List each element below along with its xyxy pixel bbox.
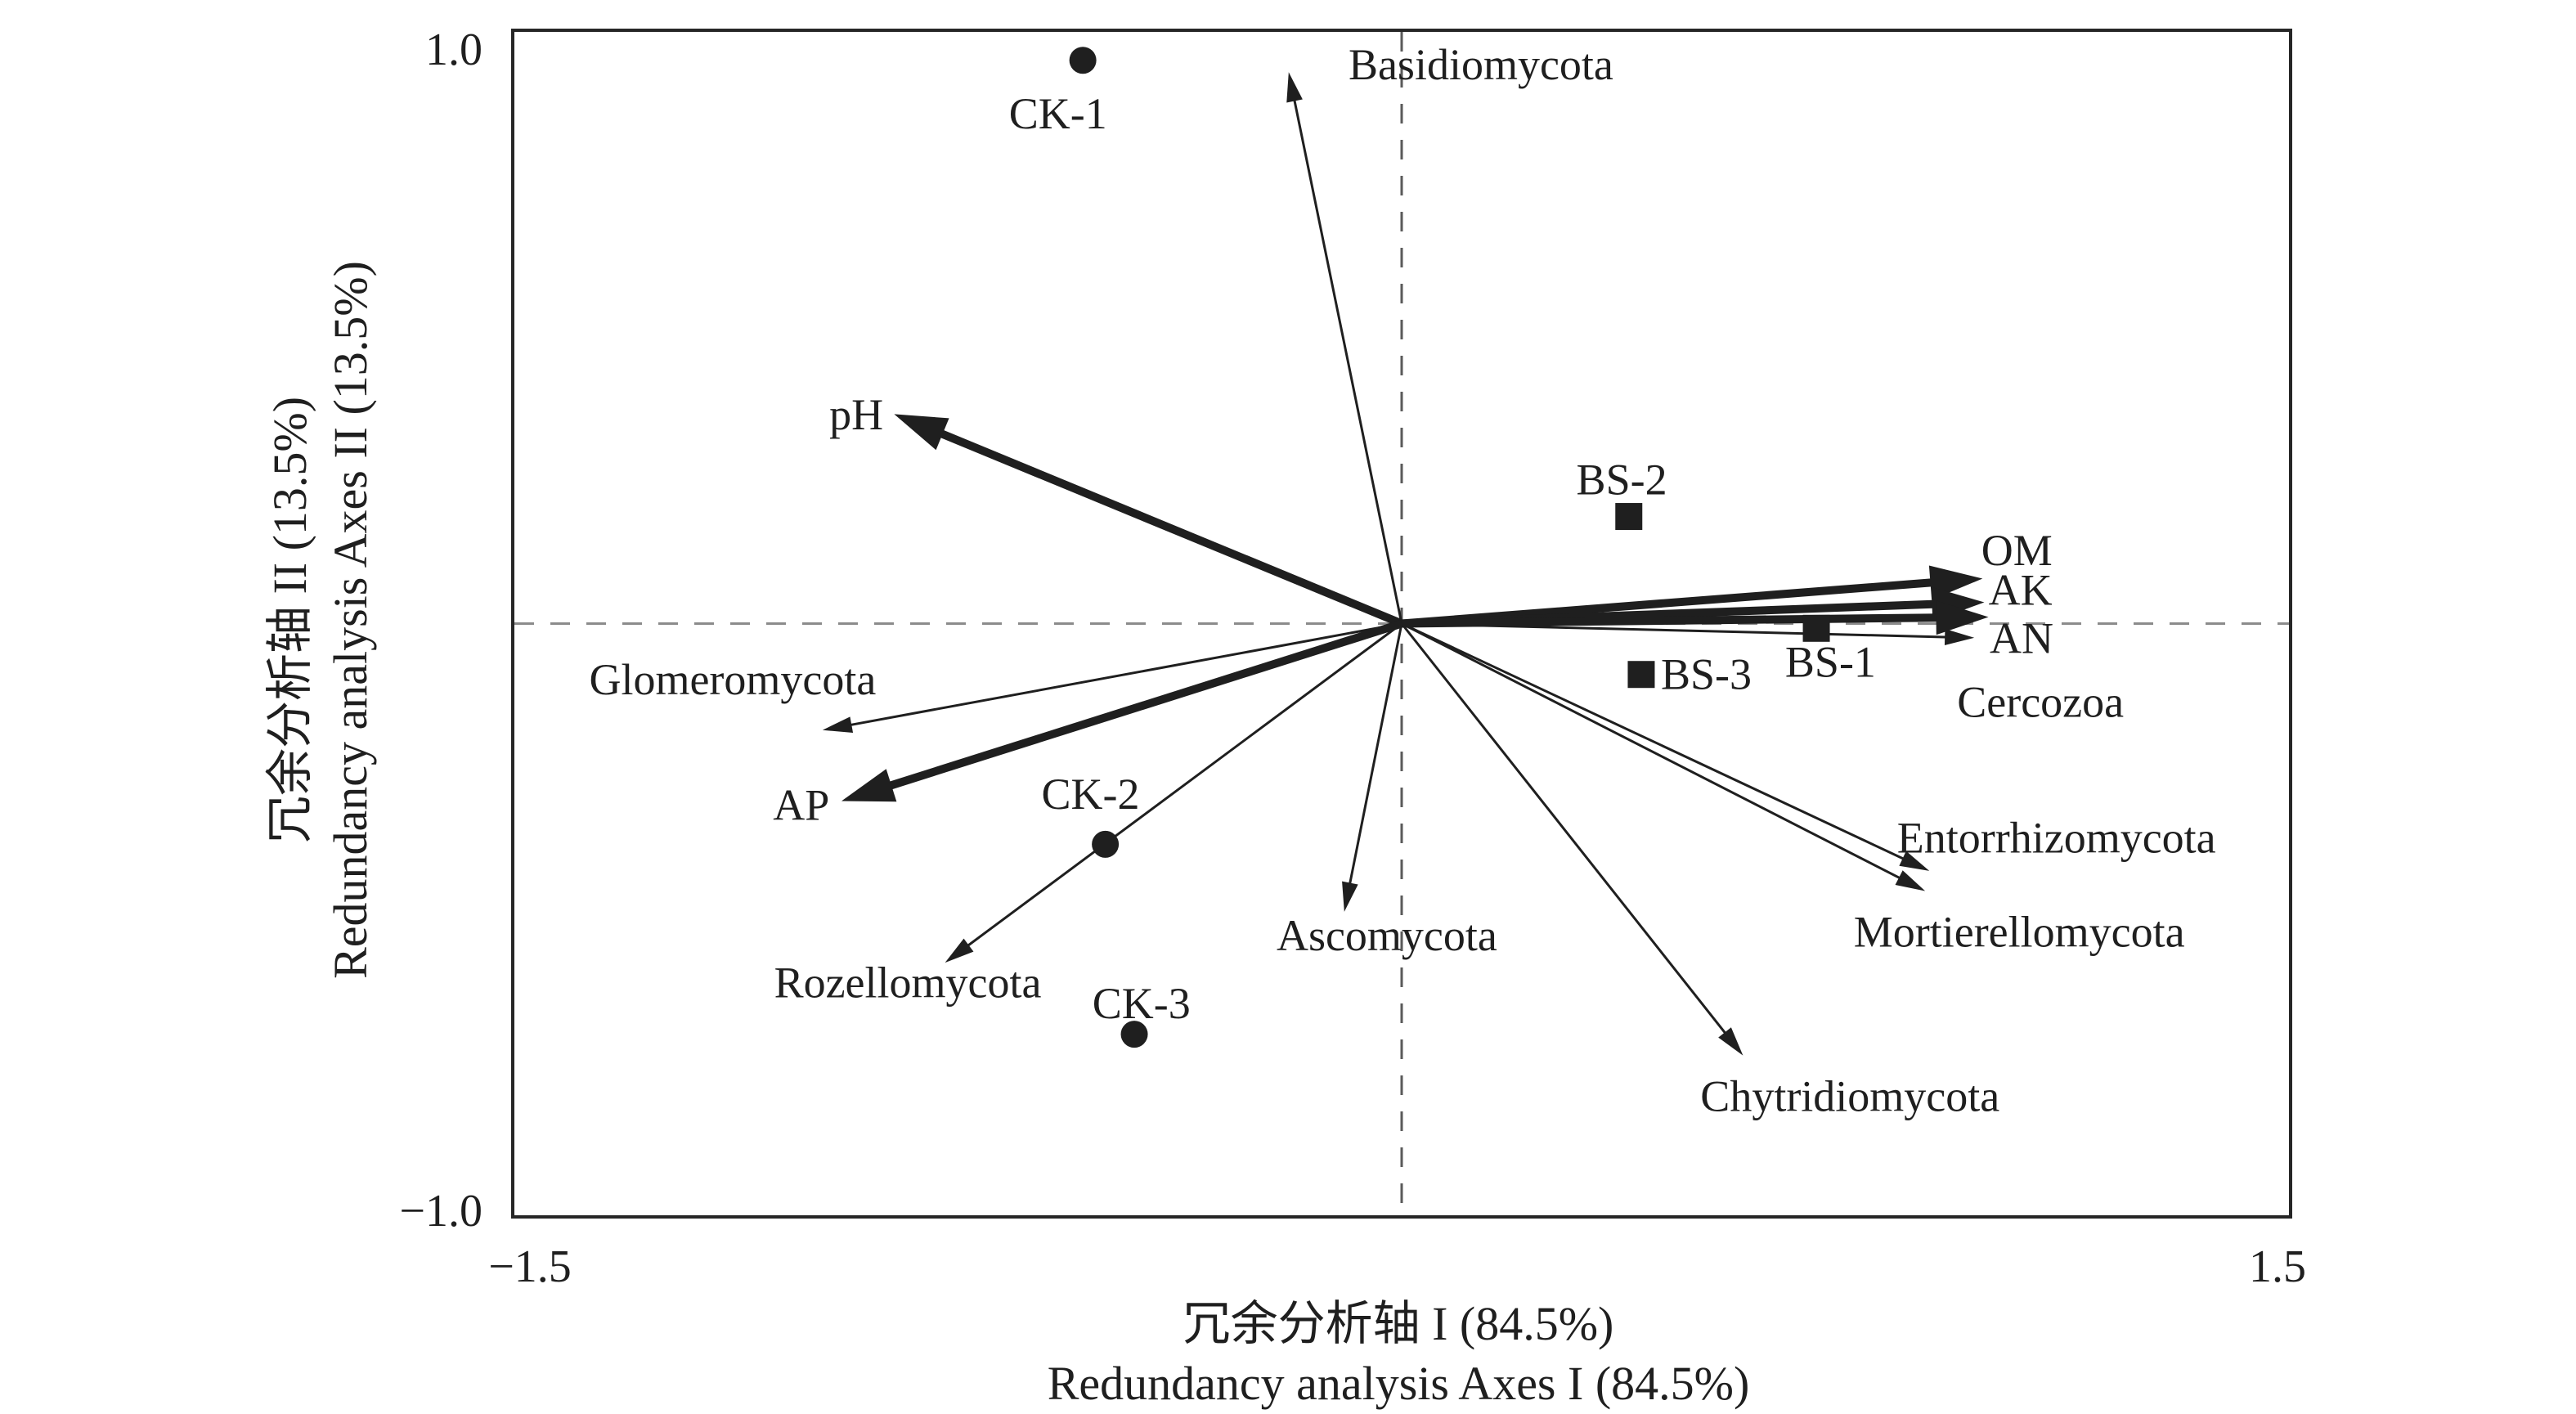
sample-point-ck-3 [1120,1021,1148,1048]
species-arrow-label-basidiomycota: Basidiomycota [1349,40,1613,89]
env-arrow-label-ak: AK [1989,565,2053,614]
species-arrowhead-entorrhizomycota [1899,851,1930,871]
y-axis-title-en: Redundancy analysis Axes II (13.5%) [324,261,377,979]
species-arrowhead-chytridiomycota [1718,1027,1744,1056]
species-arrow-label-rozellomycota: Rozellomycota [774,958,1042,1008]
env-arrow-ph [937,429,1403,628]
species-arrowhead-ascomycota [1342,881,1358,912]
species-arrowhead-basidiomycota [1286,72,1303,103]
sample-label-ck-1: CK-1 [1009,89,1107,138]
plot-area: Basidiomycota Glomeromycota Rozellomycota A… [511,29,2292,1219]
sample-label-bs-2: BS-2 [1577,456,1667,505]
species-arrow-label-entorrhizomycota: Entorrhizomycota [1897,813,2216,862]
species-arrow-chytridiomycota [1400,622,1728,1036]
x-tick-right: 1.5 [2249,1241,2306,1292]
species-arrowhead-cercozoa [1944,628,1975,645]
sample-point-bs-2 [1615,503,1643,531]
species-arrow-entorrhizomycota [1401,622,1906,861]
env-arrow-label-an: AN [1990,614,2053,663]
species-arrow-label-cercozoa: Cercozoa [1957,678,2124,727]
x-axis-title-en: Redundancy analysis Axes I (84.5%) [1047,1357,1750,1410]
species-arrow-label-ascomycota: Ascomycota [1277,911,1497,960]
y-axis-title-zh: 冗余分析轴 II (13.5%) [263,396,316,844]
plot-canvas: Basidiomycota Glomeromycota Rozellomycota A… [514,32,2289,1215]
env-arrowhead-ap [841,769,897,802]
species-arrow-ascomycota [1348,623,1403,887]
species-arrow-rozellomycota [965,622,1402,949]
y-tick-top: 1.0 [425,25,482,75]
sample-point-bs-1 [1802,614,1830,642]
species-arrow-glomeromycota [848,622,1402,727]
env-arrow-label-ph: pH [829,390,883,439]
y-tick-bottom: −1.0 [399,1186,482,1237]
sample-label-bs-3: BS-3 [1661,650,1752,699]
env-arrowhead-ph [894,414,949,451]
env-arrowhead-an [1936,600,1989,635]
sample-label-bs-1: BS-1 [1785,638,1876,687]
species-arrowhead-rozellomycota [945,938,974,963]
species-arrow-mortierellomycota [1401,622,1903,881]
sample-point-ck-1 [1069,47,1097,74]
x-tick-left: −1.5 [488,1241,572,1292]
sample-point-bs-3 [1627,661,1655,689]
sample-label-ck-2: CK-2 [1042,770,1140,819]
species-arrow-label-chytridiomycota: Chytridiomycota [1700,1072,1999,1121]
env-arrow-ap [886,619,1403,791]
sample-point-ck-2 [1092,830,1120,858]
species-arrow-label-mortierellomycota: Mortierellomycota [1854,907,2185,956]
species-arrow-basidiomycota [1292,97,1403,624]
x-axis-title: 冗余分析轴 I (84.5%) Redundancy analysis Axes… [511,1294,2286,1413]
env-arrow-label-om: OM [1981,526,2053,575]
env-arrow-label-ap: AP [773,781,829,830]
env-arrow-an [1401,613,1940,628]
species-arrowhead-glomeromycota [822,716,854,734]
y-axis-title: 冗余分析轴 II (13.5%) Redundancy analysis Axe… [260,261,381,979]
species-arrow-label-glomeromycota: Glomeromycota [589,655,876,704]
species-arrowhead-mortierellomycota [1895,870,1926,891]
x-axis-title-zh: 冗余分析轴 I (84.5%) [1183,1297,1614,1350]
sample-label-ck-3: CK-3 [1093,979,1191,1028]
